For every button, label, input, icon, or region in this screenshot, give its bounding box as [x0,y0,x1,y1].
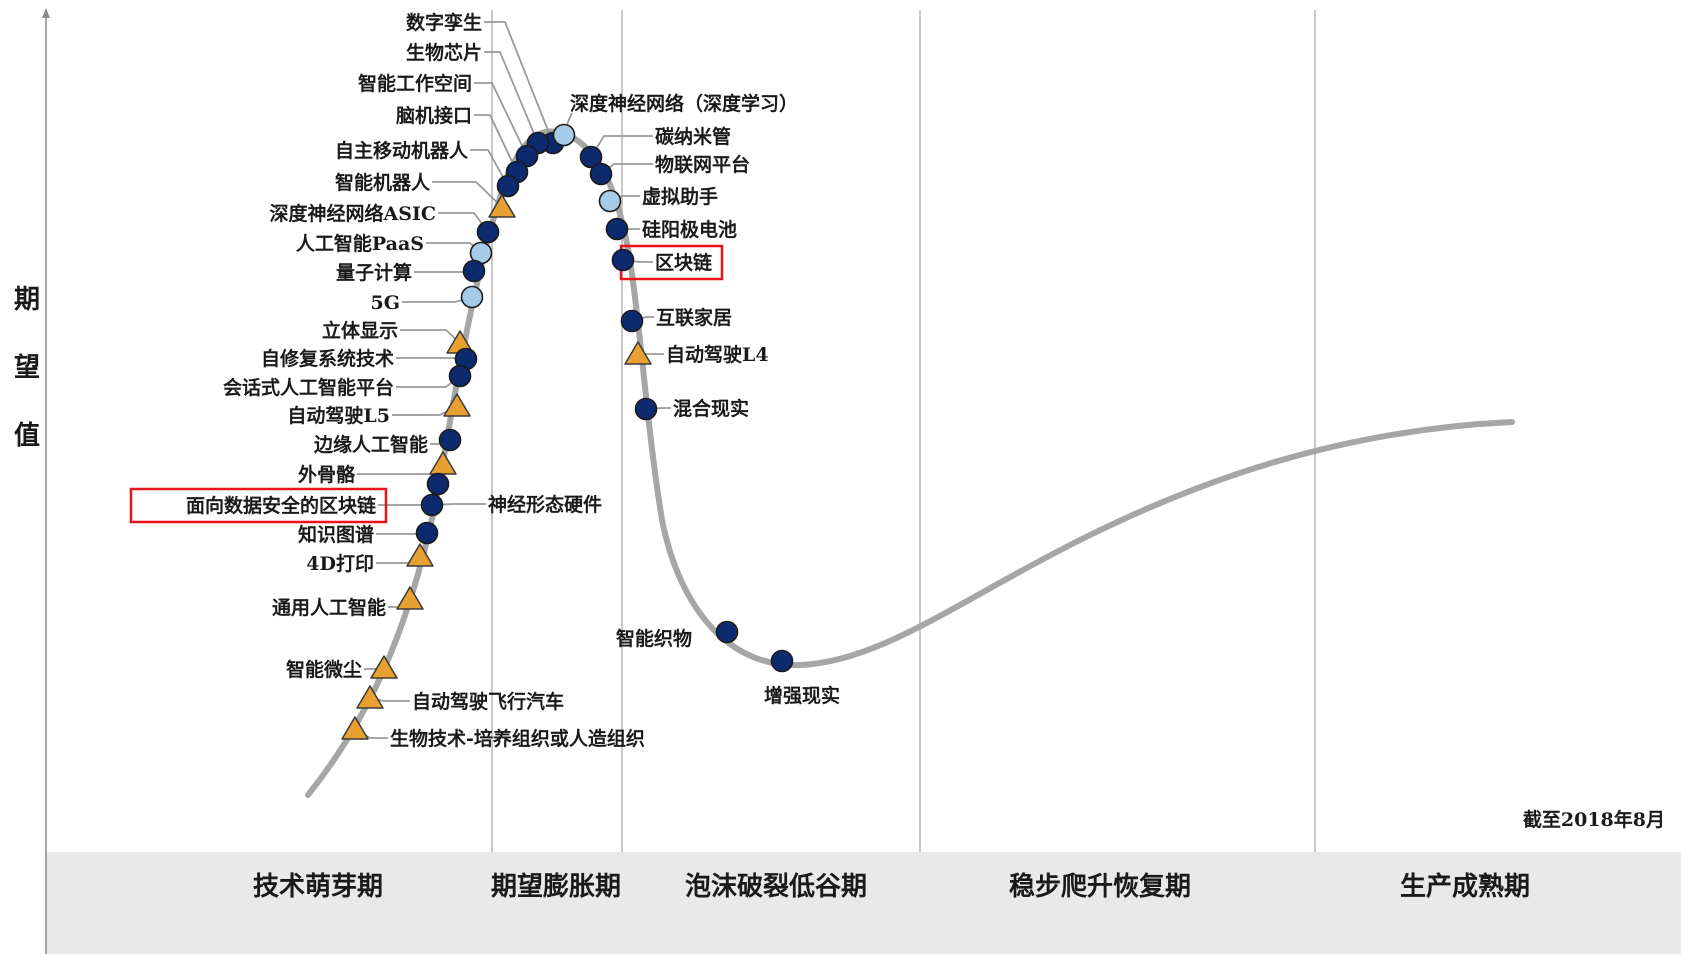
technology-label: 立体显示 [322,319,398,342]
technology-label: 智能工作空间 [358,72,472,95]
technology-label: 脑机接口 [395,104,472,127]
circle-marker-icon [715,620,739,644]
technology-label: 5G [371,292,400,314]
circle-marker-icon [438,428,462,452]
triangle-icon [356,685,384,709]
technology-label: 知识图谱 [298,523,374,546]
technology-label: 深度神经网络ASIC [270,202,436,225]
technology-label: 通用人工智能 [272,596,386,619]
technology-labels: 数字孪生生物芯片智能工作空间脑机接口自主移动机器人智能机器人深度神经网络ASIC… [186,11,840,750]
technology-markers [341,123,794,740]
circle-marker-icon [476,220,500,244]
technology-label: 区块链 [655,251,712,274]
phase-label: 生产成熟期 [1400,871,1530,902]
y-axis-label-char: 期 [14,285,40,315]
triangle-icon [370,655,398,679]
triangle-icon [406,543,434,567]
circle-marker-icon [634,397,658,421]
circle-marker-icon [589,162,613,186]
technology-label: 智能机器人 [335,171,431,194]
technology-label: 自动驾驶飞行汽车 [412,690,564,713]
phase-label: 期望膨胀期 [491,872,621,902]
circle-marker-icon [552,123,576,147]
technology-label: 深度神经网络（深度学习） [570,92,798,115]
triangle-icon [488,194,516,218]
triangle-icon [396,586,424,610]
triangle-icon [624,341,652,365]
technology-label: 混合现实 [673,397,749,420]
circle-marker-icon [460,285,484,309]
phase-label: 技术萌芽期 [253,872,383,902]
technology-label: 外骨骼 [298,463,356,486]
y-axis-label-char: 望 [14,353,40,383]
circle-marker-icon [448,364,472,388]
technology-label: 自动驾驶L4 [666,343,769,366]
circle-marker-icon [426,472,450,496]
technology-label: 增强现实 [764,684,840,707]
technology-label: 边缘人工智能 [313,433,428,456]
circle-marker-icon [579,145,603,169]
phase-label: 泡沫破裂低谷期 [685,872,867,902]
circle-marker-icon [462,259,486,283]
technology-label: 生物芯片 [406,41,482,64]
circle-marker-icon [598,189,622,213]
technology-label: 虚拟助手 [642,185,718,208]
y-axis-arrow-icon [42,8,50,18]
y-axis-label-char: 值 [14,421,40,451]
technology-label: 硅阳极电池 [642,218,737,241]
leader-line [484,21,554,144]
technology-label: 会话式人工智能平台 [223,376,394,399]
technology-label: 4D打印 [306,552,374,575]
technology-label: 物联网平台 [655,153,750,176]
technology-label: 量子计算 [336,261,412,284]
as-of-note: 截至2018年8月 [1523,808,1665,831]
technology-label: 自主移动机器人 [335,139,469,162]
technology-label: 神经形态硬件 [488,493,602,516]
technology-label: 智能织物 [616,627,692,650]
phase-dividers [491,10,1316,852]
technology-label: 碳纳米管 [655,125,731,148]
circle-marker-icon [620,309,644,333]
technology-label: 生物技术-培养组织或人造组织 [390,727,645,750]
leader-line [400,329,461,344]
circle-marker-icon [420,493,444,517]
phase-label: 稳步爬升恢复期 [1009,871,1191,902]
leader-line [474,82,528,157]
technology-label: 数字孪生 [406,11,482,34]
hype-curve [305,128,1515,798]
leader-line [432,181,503,208]
leader-line [474,114,518,173]
triangle-icon [429,451,457,475]
circle-marker-icon [770,649,794,673]
technology-label: 自动驾驶L5 [287,404,390,427]
technology-label: 面向数据安全的区块链 [186,494,376,517]
leader-line [470,149,509,187]
circle-marker-icon [605,217,629,241]
triangle-icon [341,716,369,740]
technology-label: 人工智能PaaS [296,232,424,255]
technology-label: 自修复系统技术 [261,347,394,370]
circle-marker-icon [515,144,539,168]
highlight-box [129,487,388,524]
triangle-icon [443,393,471,417]
technology-label: 智能微尘 [286,658,362,681]
circle-marker-icon [611,248,635,272]
circle-marker-icon [496,174,520,198]
leader-line [484,51,539,144]
technology-label: 互联家居 [656,306,732,329]
circle-marker-icon [415,521,439,545]
phase-band [46,852,1681,954]
